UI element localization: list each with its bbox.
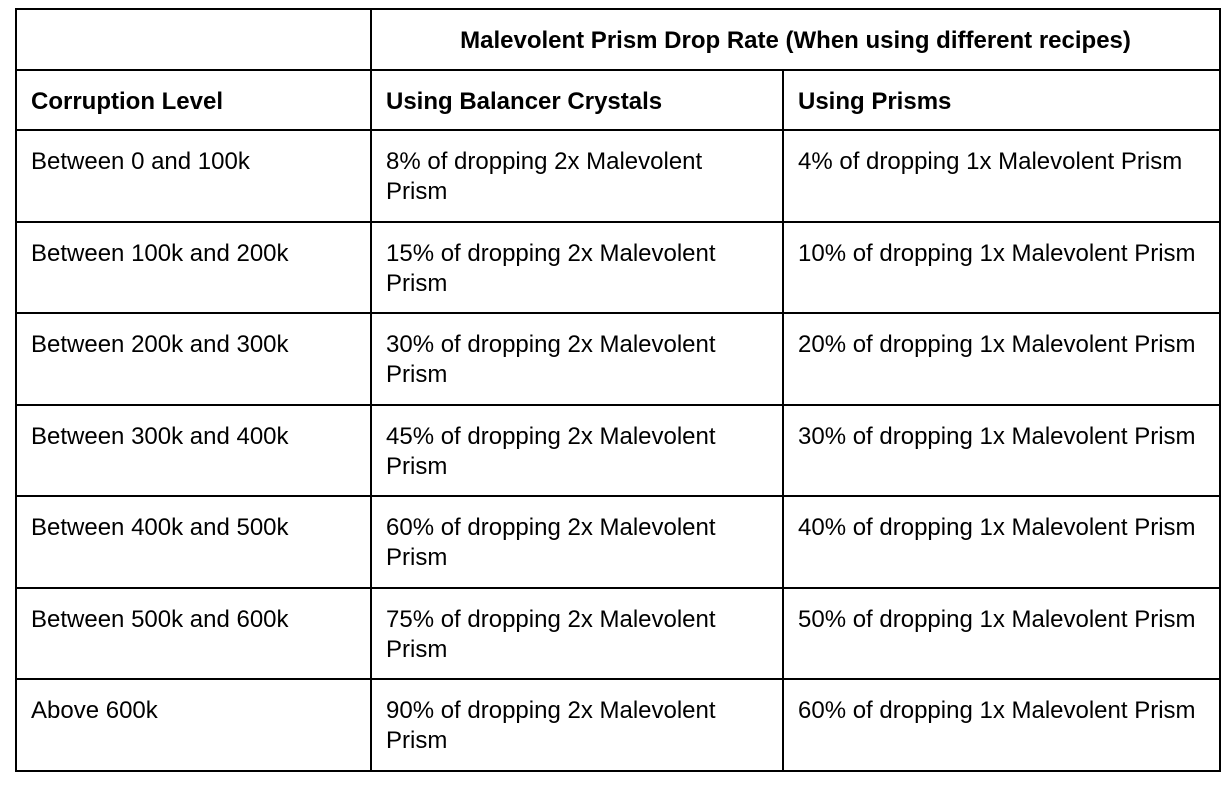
table-title-row: Malevolent Prism Drop Rate (When using d… (15, 8, 1221, 71)
prisms-cell: 4% of dropping 1x Malevolent Prism (782, 129, 1221, 223)
balancer-crystals-cell: 90% of dropping 2x Malevolent Prism (370, 678, 784, 772)
balancer-crystals-cell: 60% of dropping 2x Malevolent Prism (370, 495, 784, 589)
corruption-level-cell: Between 200k and 300k (15, 312, 372, 406)
prisms-cell: 10% of dropping 1x Malevolent Prism (782, 220, 1221, 314)
prisms-cell: 40% of dropping 1x Malevolent Prism (782, 495, 1221, 589)
table-row: Between 100k and 200k 15% of dropping 2x… (15, 220, 1221, 314)
prisms-cell: 20% of dropping 1x Malevolent Prism (782, 312, 1221, 406)
table-header-row: Corruption Level Using Balancer Crystals… (15, 69, 1221, 131)
table-title: Malevolent Prism Drop Rate (When using d… (370, 8, 1221, 71)
balancer-crystals-cell: 45% of dropping 2x Malevolent Prism (370, 403, 784, 497)
corruption-level-cell: Above 600k (15, 678, 372, 772)
balancer-crystals-cell: 30% of dropping 2x Malevolent Prism (370, 312, 784, 406)
balancer-crystals-cell: 75% of dropping 2x Malevolent Prism (370, 586, 784, 680)
corruption-level-cell: Between 0 and 100k (15, 129, 372, 223)
corruption-level-cell: Between 100k and 200k (15, 220, 372, 314)
corruption-level-cell: Between 300k and 400k (15, 403, 372, 497)
corruption-level-cell: Between 400k and 500k (15, 495, 372, 589)
drop-rate-table: Malevolent Prism Drop Rate (When using d… (15, 8, 1221, 772)
header-prisms: Using Prisms (782, 69, 1221, 131)
table-row: Above 600k 90% of dropping 2x Malevolent… (15, 678, 1221, 772)
prisms-cell: 60% of dropping 1x Malevolent Prism (782, 678, 1221, 772)
table-row: Between 400k and 500k 60% of dropping 2x… (15, 495, 1221, 589)
balancer-crystals-cell: 15% of dropping 2x Malevolent Prism (370, 220, 784, 314)
prisms-cell: 50% of dropping 1x Malevolent Prism (782, 586, 1221, 680)
corruption-level-cell: Between 500k and 600k (15, 586, 372, 680)
header-balancer-crystals: Using Balancer Crystals (370, 69, 784, 131)
header-corruption-level: Corruption Level (15, 69, 372, 131)
table-row: Between 300k and 400k 45% of dropping 2x… (15, 403, 1221, 497)
empty-corner-cell (15, 8, 372, 71)
table-row: Between 0 and 100k 8% of dropping 2x Mal… (15, 129, 1221, 223)
balancer-crystals-cell: 8% of dropping 2x Malevolent Prism (370, 129, 784, 223)
table-row: Between 200k and 300k 30% of dropping 2x… (15, 312, 1221, 406)
prisms-cell: 30% of dropping 1x Malevolent Prism (782, 403, 1221, 497)
table-row: Between 500k and 600k 75% of dropping 2x… (15, 586, 1221, 680)
